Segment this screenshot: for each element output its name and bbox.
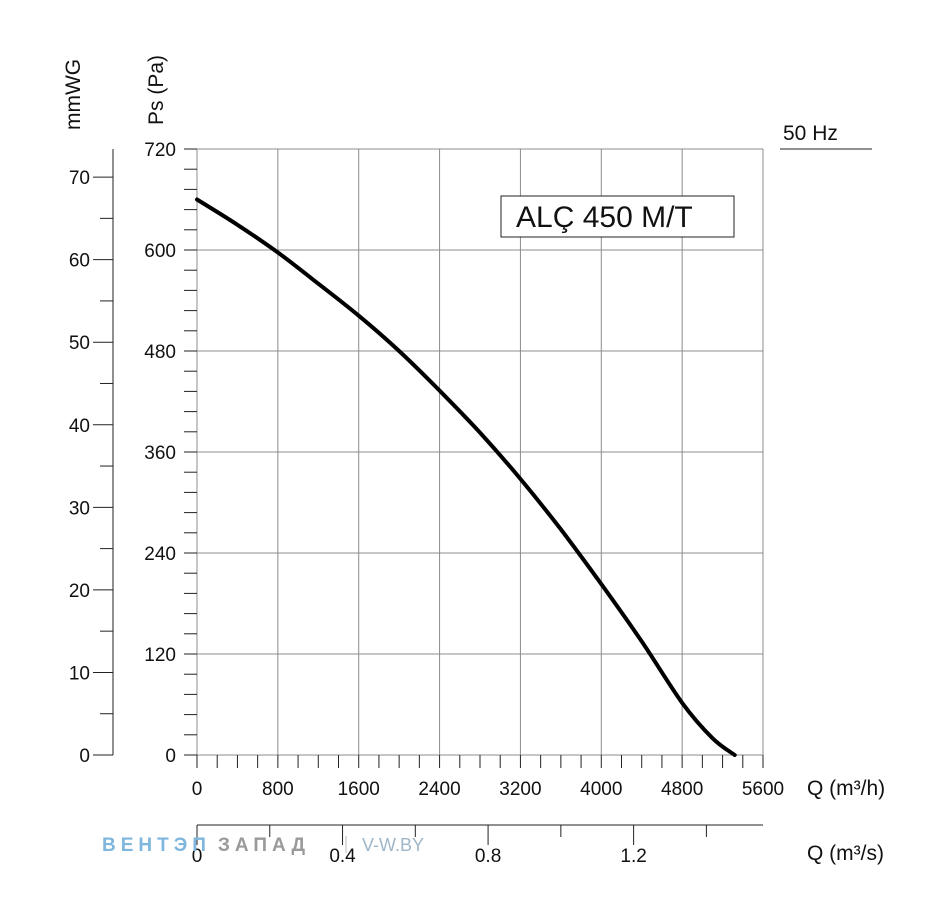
grid-lines (196, 148, 764, 756)
x2-axis-label: Q (m³/s) (807, 842, 884, 865)
y-tick-label: 720 (144, 140, 176, 161)
x-tick-label: 0 (192, 779, 203, 800)
x2-tick-label: 0.8 (475, 846, 501, 867)
x2-tick-label: 1.2 (620, 846, 646, 867)
mmwg-tick-label: 70 (69, 168, 90, 189)
frequency-label: 50 Hz (783, 122, 838, 145)
x-tick-label: 4000 (580, 779, 622, 800)
y-tick-label: 480 (144, 342, 176, 363)
x-tick-label: 5600 (742, 779, 784, 800)
mmwg-tick-label: 10 (69, 663, 90, 684)
mmwg-tick-label: 30 (69, 498, 90, 519)
x2-tick-label: 0 (192, 846, 203, 867)
y-tick-label: 360 (144, 443, 176, 464)
series-line (195, 197, 737, 757)
watermark-site: V-W.BY (362, 835, 424, 855)
y-tick-label: 600 (144, 241, 176, 262)
y-tick-label: 120 (144, 645, 176, 666)
mmwg-tick-label: 60 (69, 251, 90, 272)
title-box (500, 195, 735, 238)
tick-marks (93, 148, 764, 845)
watermark-part1: ВЕНТЭП (102, 835, 211, 856)
x2-tick-label: 0.4 (329, 846, 356, 867)
y-tick-label: 240 (144, 544, 176, 565)
tick-labels: 0 800 1600 2400 3200 4000 4800 5600012024036048… (69, 140, 784, 867)
x-tick-label: 800 (262, 779, 294, 800)
mmwg-tick-label: 20 (69, 581, 90, 602)
x-tick-label: 4800 (661, 779, 703, 800)
y-tick-label: 0 (165, 746, 176, 767)
x-tick-label: 3200 (499, 779, 541, 800)
mmwg-axis-label: mmWG (62, 59, 85, 130)
axes (112, 149, 763, 826)
mmwg-tick-label: 40 (69, 416, 90, 437)
mmwg-tick-label: 0 (79, 746, 90, 767)
x-tick-label: 2400 (418, 779, 460, 800)
x-tick-label: 1600 (338, 779, 380, 800)
mmwg-tick-label: 50 (69, 333, 90, 354)
chart-title: ALÇ 450 M/T (516, 201, 693, 234)
y-axis-label: Ps (Pa) (145, 55, 168, 125)
watermark-part2: ЗАПАД (218, 835, 310, 856)
x-axis-label: Q (m³/h) (807, 777, 885, 800)
watermark: ВЕНТЭП ЗАПАД V-W.BY (102, 835, 424, 856)
